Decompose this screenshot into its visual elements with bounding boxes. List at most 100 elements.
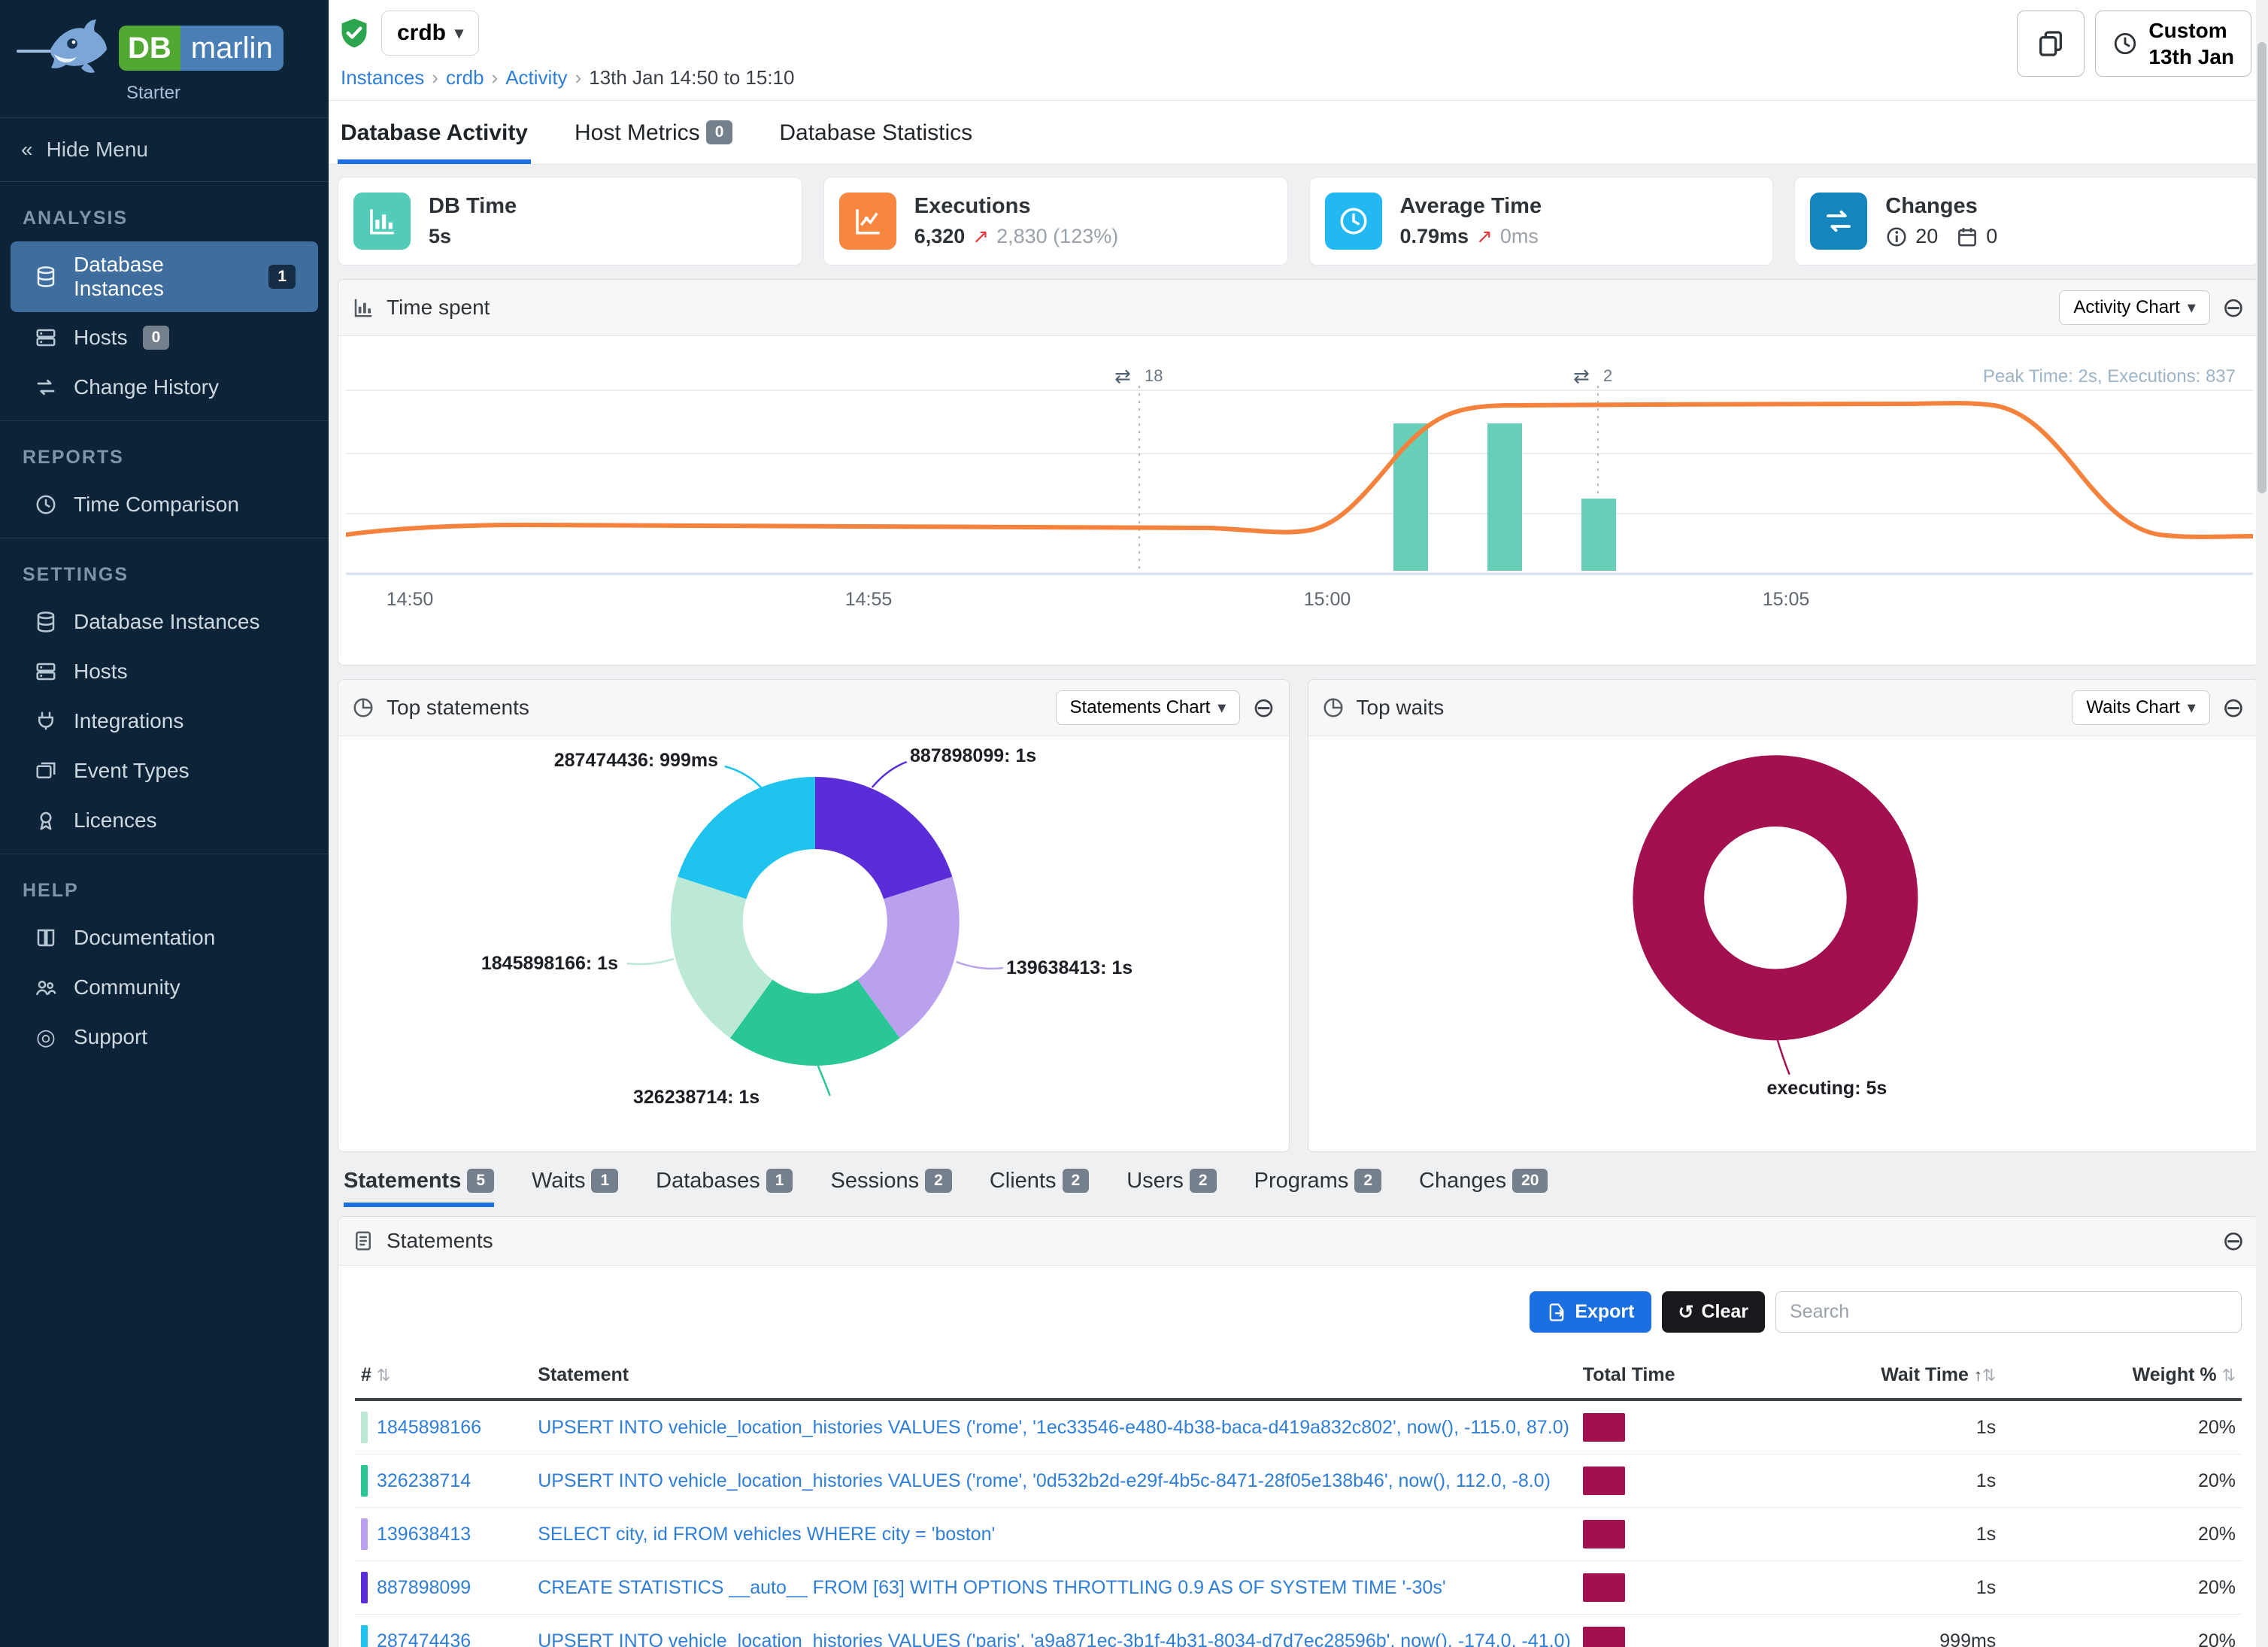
logo: DB marlin Starter: [0, 0, 329, 118]
wait-time-value: 1s: [1748, 1400, 2003, 1454]
clock-icon: [33, 492, 59, 517]
tab-database-activity[interactable]: Database Activity: [338, 113, 531, 164]
waits-donut-svg[interactable]: [1308, 736, 2259, 1151]
statement-id-link[interactable]: 139638413: [377, 1523, 471, 1545]
sidebar-item-database-instances[interactable]: Database Instances 1: [11, 241, 318, 312]
tab-clients[interactable]: Clients 2: [990, 1169, 1090, 1207]
donut-seg-326238714[interactable]: [670, 777, 960, 1066]
tab-sessions[interactable]: Sessions 2: [830, 1169, 952, 1207]
col-total-time[interactable]: Total Time: [1576, 1352, 1748, 1401]
leader-line: [724, 765, 763, 790]
db-time-line[interactable]: [344, 401, 2255, 539]
sidebar-item-time-comparison[interactable]: Time Comparison: [11, 481, 318, 529]
chevron-down-icon: ▾: [1217, 698, 1226, 717]
executions-bar[interactable]: [1393, 423, 1428, 571]
card-executions: Executions 6,320 ↗ 2,830 (123%): [823, 177, 1288, 265]
scrollbar-thumb[interactable]: [2257, 42, 2266, 493]
count-badge: 5: [467, 1169, 495, 1193]
breadcrumb-crdb[interactable]: crdb: [445, 66, 484, 89]
donut-seg-executing[interactable]: [1632, 755, 1918, 1041]
sort-icon[interactable]: ⇅: [1981, 1366, 1997, 1385]
sidebar-item-documentation[interactable]: Documentation: [11, 914, 318, 962]
hide-menu-button[interactable]: « Hide Menu: [0, 118, 329, 182]
panel-title: Top waits: [1356, 696, 1445, 719]
col-wait-time[interactable]: Wait Time ↑⇅: [1748, 1352, 2003, 1401]
statement-id-link[interactable]: 287474436: [377, 1630, 471, 1647]
sidebar-item-licences[interactable]: Licences: [11, 796, 318, 845]
table-row: 139638413 SELECT city, id FROM vehicles …: [355, 1507, 2242, 1561]
sidebar-item-support[interactable]: ◎ Support: [11, 1013, 318, 1061]
edition-label: Starter: [126, 83, 181, 103]
chart-type-selector[interactable]: Statements Chart ▾: [1055, 690, 1241, 725]
statement-id-link[interactable]: 326238714: [377, 1470, 471, 1491]
donut-seg-139638413[interactable]: [670, 777, 960, 1066]
activity-chart-svg[interactable]: ⇄ 18 ⇄ 2 14:50 14:55 15:00 15:05: [344, 341, 2255, 657]
tab-databases[interactable]: Databases 1: [656, 1169, 793, 1207]
series-color-chip: [361, 1518, 368, 1550]
sidebar-item-settings-hosts[interactable]: Hosts: [11, 648, 318, 696]
instance-selector[interactable]: crdb ▾: [381, 11, 480, 56]
tab-host-metrics[interactable]: Host Metrics 0: [572, 113, 735, 164]
copy-link-button[interactable]: [2017, 11, 2085, 77]
tab-changes[interactable]: Changes 20: [1419, 1169, 1548, 1207]
sort-icon[interactable]: ⇅: [2221, 1366, 2236, 1385]
donut-seg-1845898166[interactable]: [670, 777, 960, 1066]
col-num[interactable]: # ⇅: [355, 1352, 532, 1401]
life-ring-icon: ◎: [35, 1024, 56, 1050]
collapse-panel-icon[interactable]: ⊖: [2221, 292, 2245, 323]
sidebar-item-settings-database-instances[interactable]: Database Instances: [11, 598, 318, 646]
weight-value: 20%: [2002, 1561, 2242, 1615]
trend-up-icon: ↗: [1476, 225, 1493, 247]
export-icon: [1549, 1303, 1564, 1321]
tab-waits[interactable]: Waits 1: [532, 1169, 619, 1207]
statement-sql-link[interactable]: UPSERT INTO vehicle_location_histories V…: [538, 1416, 1569, 1438]
x-axis-tick: 15:00: [1304, 589, 1351, 610]
statement-id-link[interactable]: 887898099: [377, 1576, 471, 1598]
statements-donut-svg[interactable]: [338, 736, 1289, 1151]
executions-bar[interactable]: [1581, 499, 1616, 571]
collapse-panel-icon[interactable]: ⊖: [2221, 692, 2245, 723]
tab-database-statistics[interactable]: Database Statistics: [779, 120, 973, 145]
statement-sql-link[interactable]: SELECT city, id FROM vehicles WHERE city…: [538, 1523, 996, 1545]
card-title: DB Time: [429, 194, 517, 218]
pie-chart-icon: [1322, 696, 1345, 719]
count-badge: 20: [1512, 1169, 1548, 1193]
tab-statements[interactable]: Statements 5: [344, 1169, 495, 1207]
chart-type-selector[interactable]: Waits Chart ▾: [2072, 690, 2210, 725]
scrollbar[interactable]: [2256, 0, 2268, 1647]
top-waits-panel: Top waits Waits Chart ▾ ⊖ executing: 5s: [1307, 679, 2259, 1152]
tab-programs[interactable]: Programs 2: [1254, 1169, 1381, 1207]
waits-donut: executing: 5s: [1308, 736, 2259, 1151]
statement-sql-link[interactable]: UPSERT INTO vehicle_location_histories V…: [538, 1630, 1571, 1647]
sidebar-item-event-types[interactable]: Event Types: [11, 747, 318, 795]
x-axis-tick: 14:50: [387, 589, 434, 610]
card-average-time: Average Time 0.79ms ↗ 0ms: [1308, 177, 1774, 265]
col-statement[interactable]: Statement: [532, 1352, 1577, 1401]
statement-sql-link[interactable]: CREATE STATISTICS __auto__ FROM [63] WIT…: [538, 1576, 1446, 1598]
tab-users[interactable]: Users 2: [1126, 1169, 1217, 1207]
sidebar-item-change-history[interactable]: Change History: [11, 363, 318, 411]
range-line2: 13th Jan: [2148, 45, 2234, 68]
clear-button[interactable]: ↺ Clear: [1661, 1291, 1765, 1333]
collapse-panel-icon[interactable]: ⊖: [2221, 1225, 2245, 1256]
sidebar-item-integrations[interactable]: Integrations: [11, 697, 318, 745]
sidebar-item-hosts[interactable]: Hosts 0: [11, 314, 318, 362]
statement-sql-link[interactable]: UPSERT INTO vehicle_location_histories V…: [538, 1470, 1551, 1491]
time-range-button[interactable]: Custom 13th Jan: [2095, 11, 2251, 77]
calendar-icon: [1958, 226, 1977, 246]
breadcrumb-activity[interactable]: Activity: [505, 66, 568, 89]
sort-asc-icon[interactable]: ↑: [1973, 1366, 1982, 1385]
col-weight[interactable]: Weight % ⇅: [2002, 1352, 2242, 1401]
executions-bar[interactable]: [1487, 423, 1522, 571]
collapse-panel-icon[interactable]: ⊖: [1252, 692, 1275, 723]
export-button[interactable]: Export: [1530, 1291, 1651, 1333]
donut-seg-287474436[interactable]: [670, 777, 960, 1066]
search-input[interactable]: [1775, 1291, 2242, 1333]
statement-id-link[interactable]: 1845898166: [377, 1416, 482, 1438]
table-row: 887898099 CREATE STATISTICS __auto__ FRO…: [355, 1561, 2242, 1615]
breadcrumb-instances[interactable]: Instances: [341, 66, 425, 89]
sidebar-item-community[interactable]: Community: [11, 963, 318, 1012]
sort-icon[interactable]: ⇅: [376, 1366, 391, 1385]
weight-value: 20%: [2002, 1400, 2242, 1454]
chart-type-selector[interactable]: Activity Chart ▾: [2059, 290, 2210, 325]
